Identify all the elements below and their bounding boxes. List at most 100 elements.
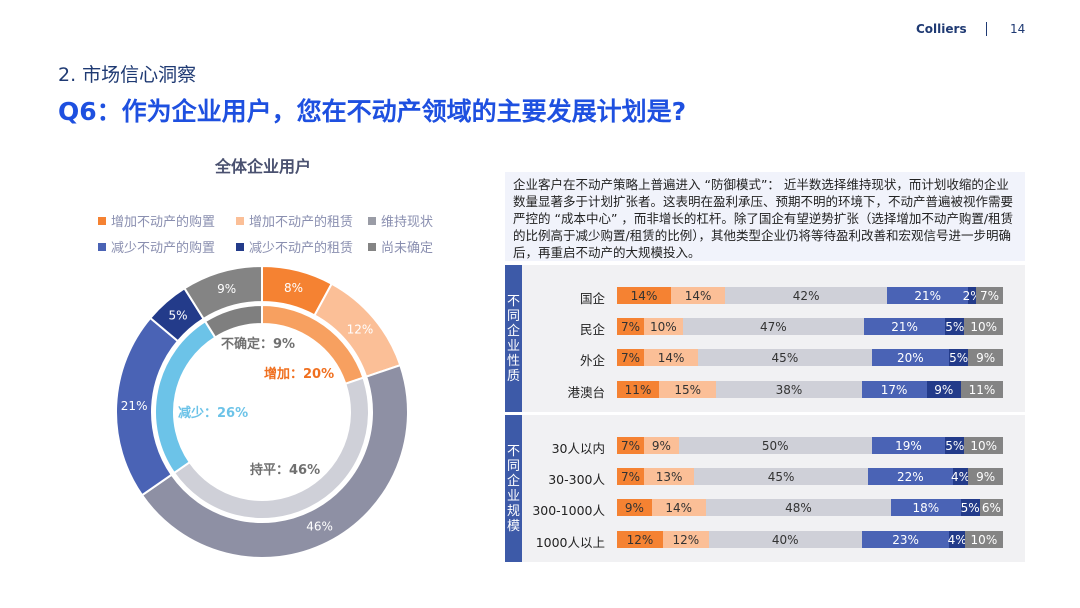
bar-segment: 40% [708, 531, 862, 548]
legend-swatch [236, 242, 244, 251]
bar-segment: 45% [694, 468, 868, 485]
category-label: 国企 [579, 291, 605, 306]
category-label: 1000人以上 [535, 535, 605, 550]
outer-ring-label: 12% [347, 323, 374, 337]
summary-text: 企业客户在不动产策略上普遍进入 “防御模式”： 近半数选择维持现状，而计划收缩的… [505, 172, 1025, 261]
bar-segment: 12% [662, 531, 709, 548]
bar-segment: 5% [945, 318, 965, 335]
outer-ring-label: 5% [169, 308, 188, 322]
legend-item: 增加不动产的购置 [98, 211, 236, 230]
group-label: 不同企业性质 [505, 265, 522, 412]
legend-label: 减少不动产的购置 [111, 241, 216, 256]
bar-segment: 45% [698, 349, 872, 366]
outer-ring-label: 21% [121, 399, 148, 413]
bar-segment: 18% [891, 499, 961, 516]
bar-segment: 10% [644, 318, 683, 335]
bar-segment: 7% [617, 349, 645, 366]
bar-segment: 9% [968, 468, 1003, 485]
donut-chart: 8% 12% 46% 21% 5% 9% [115, 264, 409, 559]
bar-segment: 2% [962, 287, 982, 304]
donut-title: 全体企业用户 [214, 157, 311, 176]
bar-segment: 14% [644, 349, 699, 366]
bar-segment: 5% [960, 499, 980, 516]
legend-label: 增加不动产的购置 [111, 215, 216, 230]
inner-label-increase: 增加：20% [264, 367, 335, 382]
bar-segment: 10% [964, 531, 1003, 548]
outer-ring-slice [183, 264, 263, 321]
bar-segment: 7% [617, 437, 645, 454]
bar-segment: 14% [671, 287, 726, 304]
category-label: 外企 [579, 353, 605, 368]
bar-segment: 38% [716, 381, 862, 398]
category-label: 30人以内 [551, 441, 605, 456]
outer-ring-label: 8% [284, 281, 303, 295]
bar-segment: 47% [682, 318, 865, 335]
bar-segment: 9% [644, 437, 679, 454]
outer-ring-label: 9% [217, 282, 236, 296]
outer-ring-slice [140, 363, 409, 559]
category-label: 港澳台 [567, 385, 605, 400]
bar-segment: 12% [617, 531, 663, 548]
section-title: 2. 市场信心洞察 [58, 64, 197, 86]
page-number: 14 [1010, 22, 1026, 36]
divider [986, 22, 987, 36]
inner-ring-slice [203, 303, 263, 339]
bar-segment: 14% [617, 287, 672, 304]
bar-segment: 7% [975, 287, 1003, 304]
bar-segment: 14% [651, 499, 706, 516]
bar-segment: 19% [871, 437, 946, 454]
bar-segment: 10% [964, 437, 1003, 454]
bar-segment: 21% [864, 318, 946, 335]
group-label: 不同企业规模 [505, 415, 522, 562]
bar-segment: 11% [617, 381, 660, 398]
bar-panel-ownership: 不同企业性质国企 14% 14% 42% 21% 2% 7% 民企 7% 10% 47% 21% 5% 1… [505, 265, 1025, 412]
legend-item: 尚未确定 [368, 237, 438, 256]
brand-logo: Colliers [916, 22, 967, 36]
bar-segment: 5% [945, 437, 965, 454]
bar-segment: 22% [867, 468, 953, 485]
legend-swatch [368, 242, 376, 251]
legend-label: 维持现状 [381, 215, 434, 230]
bar-segment: 42% [725, 287, 888, 304]
bar-segment: 4% [951, 468, 971, 485]
bar-segment: 15% [659, 381, 717, 398]
bar-segment: 7% [617, 468, 645, 485]
bar-panel-size: 不同企业规模 30人以内 7% 9% 50% 19% 5% 10% 30-300人 7% 13% 45… [505, 415, 1025, 562]
bar-segment: 23% [861, 531, 950, 548]
bar-segment: 4% [947, 531, 967, 548]
bar-segment: 50% [678, 437, 872, 454]
legend-item: 减少不动产的购置 [98, 237, 236, 256]
legend-item: 增加不动产的租赁 [236, 211, 368, 230]
bar-segment: 9% [926, 381, 961, 398]
legend-swatch [98, 242, 106, 251]
legend-label: 增加不动产的租赁 [249, 215, 354, 230]
bar-segment: 20% [871, 349, 949, 366]
bar-segment: 5% [948, 349, 969, 366]
bar-segment: 48% [705, 499, 892, 516]
bar-segment: 21% [887, 287, 969, 304]
category-label: 300-1000人 [532, 503, 605, 518]
legend-label: 尚未确定 [381, 241, 434, 256]
inner-label-uncertain: 不确定：9% [221, 337, 296, 352]
inner-label-decrease: 减少：26% [178, 406, 249, 421]
bar-segment: 9% [617, 499, 652, 516]
legend-swatch [368, 216, 376, 225]
legend-swatch [98, 216, 106, 225]
bar-segment: 13% [644, 468, 695, 485]
legend-label: 减少不动产的租赁 [249, 241, 354, 256]
donut-legend: 增加不动产的购置 增加不动产的租赁 维持现状减少不动产的购置 减少不动产的租赁 尚未确定 [98, 211, 438, 256]
category-label: 30-300人 [548, 472, 605, 487]
legend-item: 减少不动产的租赁 [236, 237, 368, 256]
legend-item: 维持现状 [368, 211, 438, 230]
outer-ring-label: 46% [306, 519, 333, 533]
category-label: 民企 [579, 322, 605, 337]
bar-segment: 17% [861, 381, 927, 398]
bar-segment: 7% [617, 318, 645, 335]
page-title: Q6：作为企业用户，您在不动产领域的主要发展计划是? [58, 97, 687, 126]
bar-segment: 11% [960, 381, 1003, 398]
bar-segment: 10% [964, 318, 1003, 335]
legend-swatch [236, 216, 244, 225]
inner-label-flat: 持平：46% [250, 463, 321, 478]
bar-segment: 6% [979, 499, 1003, 516]
bar-segment: 9% [968, 349, 1003, 366]
